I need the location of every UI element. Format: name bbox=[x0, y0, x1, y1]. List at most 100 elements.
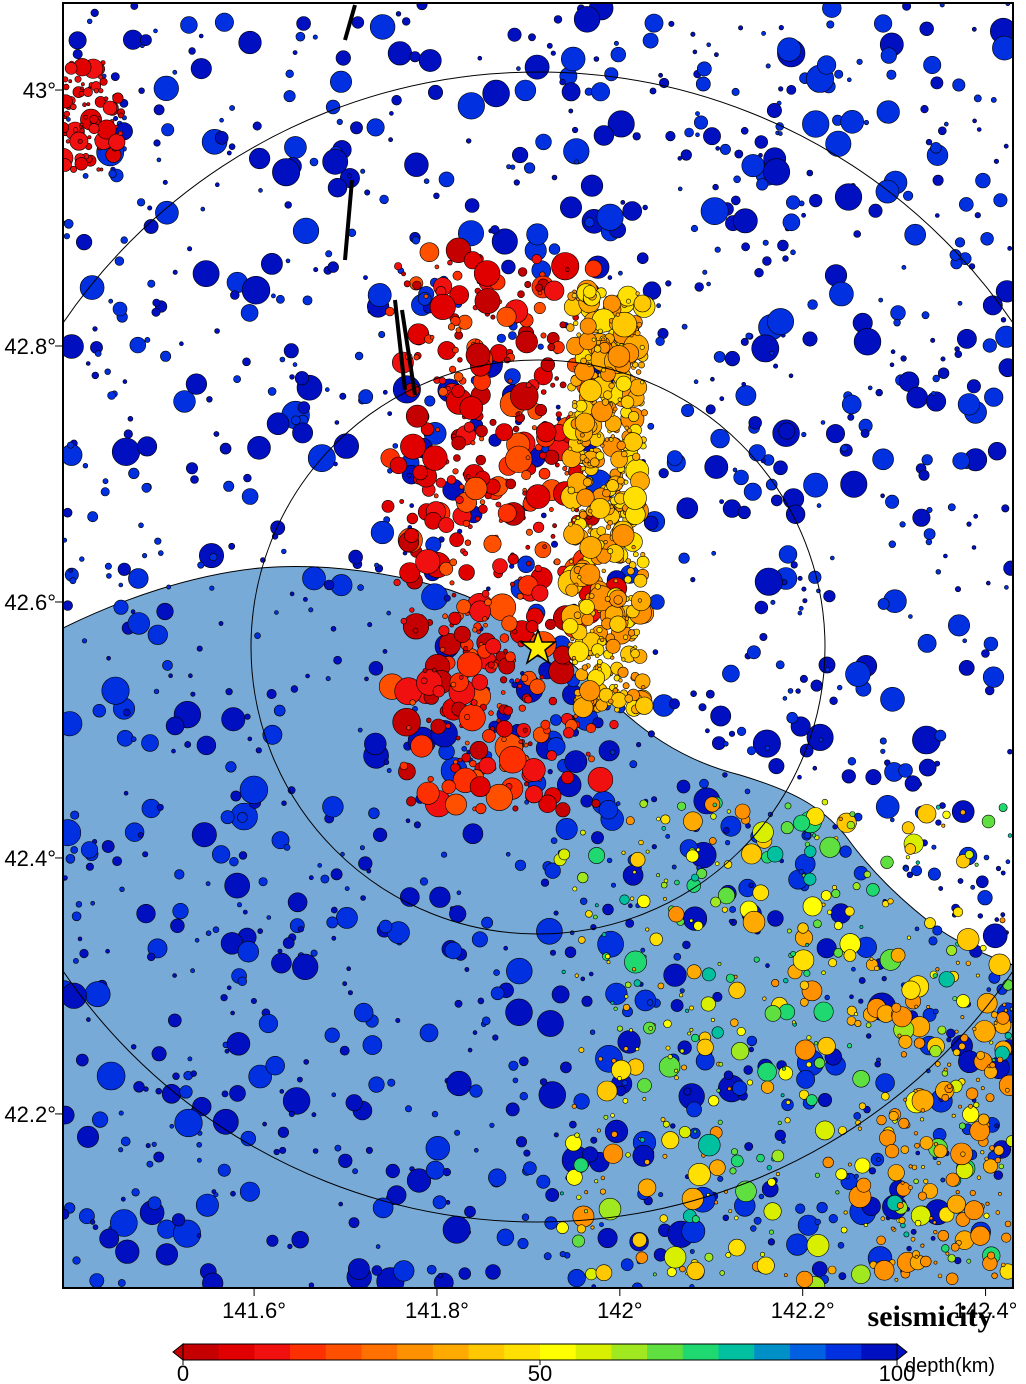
quake-dot bbox=[713, 351, 726, 363]
quake-dot bbox=[937, 1025, 947, 1035]
quake-dot bbox=[524, 781, 529, 787]
quake-dot bbox=[952, 996, 958, 1001]
quake-dot bbox=[79, 556, 85, 562]
quake-dot bbox=[472, 1030, 478, 1035]
quake-dot bbox=[632, 452, 641, 461]
quake-dot bbox=[365, 1146, 373, 1154]
quake-dot bbox=[910, 1236, 916, 1242]
quake-dot bbox=[835, 1168, 848, 1181]
quake-dot bbox=[906, 386, 929, 409]
quake-dot bbox=[572, 1234, 585, 1248]
quake-dot bbox=[516, 66, 521, 71]
quake-dot bbox=[242, 357, 251, 367]
quake-dot bbox=[225, 688, 233, 696]
quake-dot bbox=[714, 52, 719, 58]
quake-dot bbox=[336, 118, 343, 125]
quake-dot bbox=[73, 958, 79, 964]
quake-dot bbox=[112, 301, 128, 317]
quake-dot bbox=[588, 847, 606, 864]
quake-dot bbox=[451, 433, 457, 439]
quake-dot bbox=[637, 894, 651, 909]
quake-dot bbox=[832, 824, 838, 830]
quake-dot bbox=[773, 460, 788, 476]
quake-dot bbox=[822, 1156, 834, 1168]
quake-dot bbox=[542, 544, 547, 550]
quake-dot bbox=[625, 816, 635, 826]
quake-dot bbox=[903, 866, 910, 872]
quake-dot bbox=[151, 307, 161, 317]
quake-dot bbox=[816, 503, 822, 508]
quake-dot bbox=[1001, 504, 1010, 513]
quake-dot bbox=[762, 256, 772, 266]
quake-dot bbox=[499, 633, 510, 643]
quake-dot bbox=[523, 1161, 537, 1175]
quake-dot bbox=[147, 1196, 162, 1210]
quake-dot bbox=[493, 969, 500, 976]
quake-dot bbox=[636, 321, 643, 328]
quake-dot bbox=[962, 638, 968, 644]
quake-dot bbox=[679, 1048, 685, 1054]
quake-dot bbox=[812, 765, 818, 771]
quake-dot bbox=[949, 249, 962, 261]
quake-dot bbox=[635, 741, 642, 748]
quake-dot bbox=[608, 698, 614, 705]
quake-dot bbox=[975, 875, 989, 889]
quake-dot bbox=[240, 1130, 257, 1147]
quake-dot bbox=[786, 85, 797, 95]
quake-dot bbox=[317, 863, 323, 868]
quake-dot bbox=[719, 1270, 725, 1276]
quake-dot bbox=[146, 1160, 154, 1168]
quake-dot bbox=[406, 725, 412, 731]
quake-dot bbox=[795, 688, 801, 694]
quake-dot bbox=[68, 568, 73, 573]
quake-dot bbox=[995, 280, 1013, 303]
quake-dot bbox=[475, 803, 487, 815]
quake-dot bbox=[229, 105, 235, 111]
quake-dot bbox=[339, 1045, 350, 1056]
quake-dot bbox=[915, 860, 920, 865]
quake-dot bbox=[906, 871, 914, 878]
quake-dot bbox=[823, 590, 836, 603]
quake-dot bbox=[748, 1046, 754, 1053]
quake-dot bbox=[764, 745, 771, 751]
quake-dot bbox=[92, 326, 98, 332]
quake-dot bbox=[693, 1129, 698, 1134]
quake-dot bbox=[651, 796, 658, 803]
quake-dot bbox=[409, 503, 415, 508]
quake-dot bbox=[602, 903, 614, 916]
quake-dot bbox=[401, 271, 406, 277]
quake-dot bbox=[473, 1148, 479, 1153]
quake-dot bbox=[426, 717, 432, 723]
quake-dot bbox=[89, 114, 99, 124]
quake-dot bbox=[691, 873, 699, 882]
quake-dot bbox=[403, 280, 411, 288]
quake-dot bbox=[610, 46, 626, 63]
quake-dot bbox=[595, 451, 605, 461]
quake-dot bbox=[423, 178, 430, 184]
quake-dot bbox=[563, 727, 575, 739]
quake-dot bbox=[725, 1252, 732, 1258]
quake-dot bbox=[559, 1250, 566, 1258]
quake-dot bbox=[481, 1016, 491, 1026]
quake-dot bbox=[592, 717, 604, 729]
quake-dot bbox=[625, 558, 632, 564]
quake-dot bbox=[946, 1037, 952, 1043]
quake-dot bbox=[712, 802, 717, 808]
quake-dot bbox=[220, 994, 228, 1002]
quake-dot bbox=[925, 138, 933, 146]
quake-dot bbox=[777, 1120, 782, 1125]
quake-dot bbox=[806, 1035, 812, 1041]
quake-dot bbox=[694, 282, 704, 292]
quake-dot bbox=[407, 323, 430, 346]
quake-dot bbox=[75, 901, 83, 908]
quake-dot bbox=[330, 868, 343, 881]
quake-dot bbox=[765, 478, 778, 491]
quake-dot bbox=[868, 1167, 877, 1175]
quake-dot bbox=[952, 78, 966, 92]
quake-dot bbox=[765, 963, 770, 968]
quake-dot bbox=[778, 545, 798, 564]
quake-dot bbox=[598, 1056, 603, 1062]
quake-dot bbox=[506, 164, 512, 170]
quake-dot bbox=[946, 945, 957, 956]
quake-dot bbox=[544, 280, 565, 301]
